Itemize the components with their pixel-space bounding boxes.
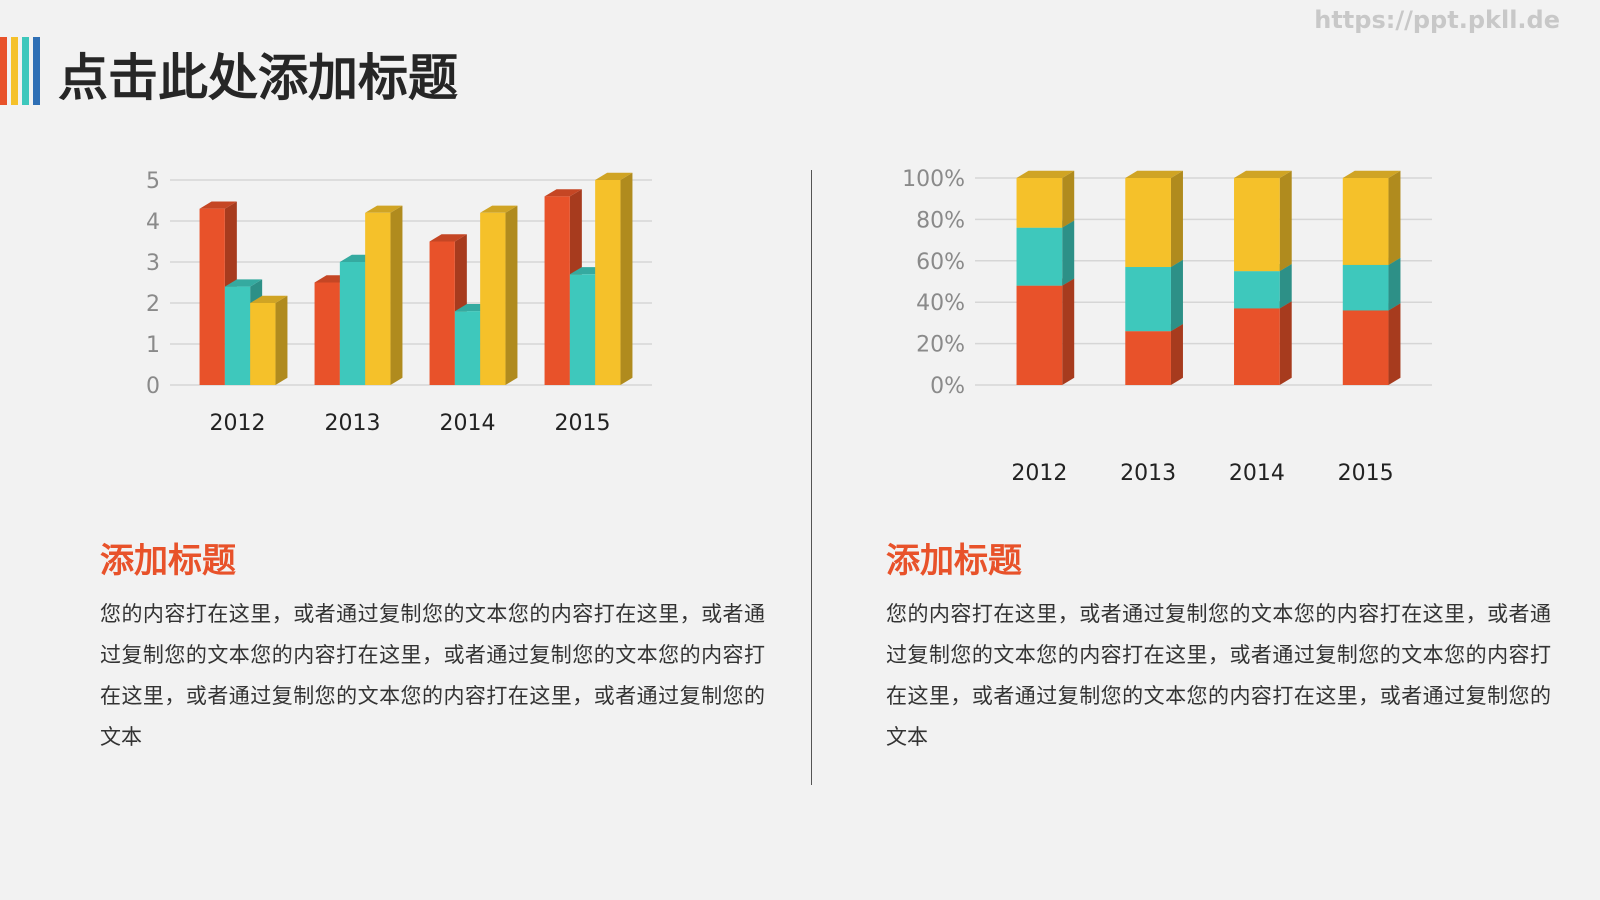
bar: [199, 208, 225, 385]
section-heading: 添加标题: [886, 541, 1022, 581]
bar-side: [1170, 323, 1183, 385]
bar: [1016, 285, 1063, 385]
bar-top: [1342, 170, 1401, 178]
bar-top: [595, 172, 633, 180]
bar-side: [1279, 170, 1292, 272]
bar: [1125, 331, 1171, 385]
bar: [314, 282, 340, 385]
bar: [365, 212, 391, 385]
bar: [1234, 308, 1280, 385]
bar-side: [1062, 278, 1075, 385]
bar-top: [480, 205, 518, 213]
bar: [250, 303, 276, 385]
section: 添加标题 您的内容打在这里，或者通过复制您的文本您的内容打在这里，或者通过复制您…: [886, 533, 1551, 758]
bar: [595, 180, 621, 385]
y-tick-label: 1: [146, 333, 160, 358]
bar: [1016, 178, 1063, 228]
x-tick-label: 2014: [440, 411, 496, 436]
slide-title: 点击此处添加标题: [58, 49, 458, 107]
divider: [811, 170, 812, 785]
bar-side: [1170, 170, 1183, 268]
bar: [1342, 178, 1389, 265]
bar-top: [429, 234, 467, 242]
x-tick-label: 2015: [555, 411, 611, 436]
bar: [1016, 227, 1063, 286]
bar-side: [1279, 263, 1292, 309]
x-tick-label: 2013: [325, 411, 381, 436]
y-tick-label: 60%: [916, 250, 965, 275]
stripe: [22, 37, 29, 105]
watermark: https://ppt.pkll.de: [1314, 6, 1560, 34]
bar: [480, 212, 506, 385]
bar: [1125, 267, 1171, 332]
y-tick-label: 0%: [930, 374, 965, 399]
y-tick-label: 5: [146, 169, 160, 194]
section-heading: 添加标题: [100, 541, 236, 581]
stripe: [0, 37, 7, 105]
bar-top: [199, 201, 237, 209]
bar-top: [1234, 170, 1292, 178]
bar: [1234, 271, 1280, 309]
y-tick-label: 0: [146, 374, 160, 399]
y-tick-label: 100%: [902, 167, 965, 192]
bar: [1342, 264, 1389, 311]
bar-top: [365, 205, 403, 213]
bar-side: [1279, 301, 1292, 385]
bar-side: [1388, 257, 1401, 311]
bar-side: [505, 205, 518, 385]
bar-side: [1170, 259, 1183, 332]
stripe: [11, 37, 18, 105]
x-tick-label: 2012: [1011, 461, 1067, 486]
x-tick-label: 2015: [1338, 461, 1394, 486]
bar-top: [250, 295, 288, 303]
bar: [224, 286, 251, 385]
bar: [1342, 310, 1389, 385]
bar: [339, 262, 366, 385]
bar-side: [1388, 303, 1401, 385]
bar: [454, 311, 481, 385]
y-tick-label: 20%: [916, 333, 965, 358]
section-body: 您的内容打在这里，或者通过复制您的文本您的内容打在这里，或者通过复制您的文本您的…: [100, 602, 765, 749]
bar: [429, 241, 455, 385]
y-tick-label: 4: [146, 210, 160, 235]
bar-side: [1062, 220, 1075, 286]
bar-top: [1016, 170, 1075, 178]
bar: [1234, 178, 1280, 272]
bar: [569, 274, 596, 385]
y-tick-label: 80%: [916, 208, 965, 233]
bar-top: [1125, 170, 1183, 178]
bar-top: [544, 189, 582, 197]
y-tick-label: 2: [146, 292, 160, 317]
stripe: [33, 37, 40, 105]
bar-side: [275, 295, 288, 385]
x-tick-label: 2013: [1120, 461, 1176, 486]
bar-top: [224, 279, 263, 287]
section: 添加标题 您的内容打在这里，或者通过复制您的文本您的内容打在这里，或者通过复制您…: [100, 533, 765, 758]
y-tick-label: 3: [146, 251, 160, 276]
x-tick-label: 2012: [210, 411, 266, 436]
bar-side: [620, 172, 633, 385]
bar-side: [390, 205, 403, 385]
bar: [1125, 178, 1171, 268]
section-body: 您的内容打在这里，或者通过复制您的文本您的内容打在这里，或者通过复制您的文本您的…: [886, 602, 1551, 749]
bar-side: [1388, 170, 1401, 265]
x-tick-label: 2014: [1229, 461, 1285, 486]
y-tick-label: 40%: [916, 291, 965, 316]
bar-side: [1062, 170, 1075, 228]
bar: [544, 196, 570, 385]
